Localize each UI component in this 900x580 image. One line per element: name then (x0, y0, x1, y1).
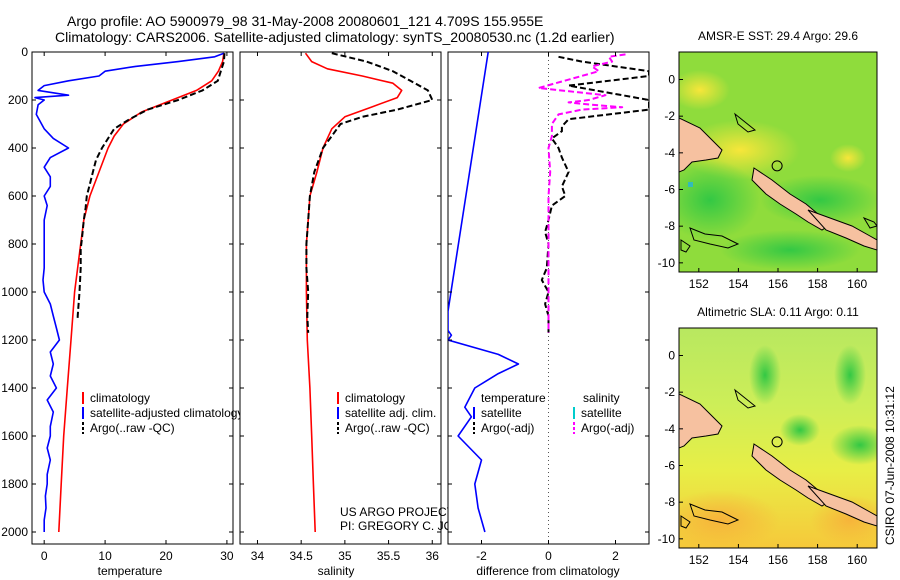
sla-map-xtick-label: 158 (808, 553, 828, 567)
legend-label-argo: Argo(..raw -QC) (90, 421, 175, 435)
sla-map-field (679, 328, 877, 548)
sst-map-ytick-label: 0 (668, 73, 675, 87)
temperature-legend: climatology satellite-adjusted climatolo… (82, 391, 243, 435)
figure-title-line1: Argo profile: AO 5900979_98 31-May-2008 … (67, 13, 543, 29)
sst-map-xtick-label: 156 (768, 277, 788, 291)
temperature-ytick-label: 1600 (1, 429, 28, 443)
temperature-yticks: 0 200 400 600 800 1000 1200 1400 1600 1800 2000 (1, 45, 28, 539)
sst-map-xtick-label: 154 (728, 277, 748, 291)
salinity-xtick-label: 36 (426, 549, 440, 563)
temperature-ytick-label: 1000 (1, 285, 28, 299)
temperature-xtick-label: 0 (41, 549, 48, 563)
temperature-ytick-label: 400 (8, 141, 28, 155)
salinity-axes-frame (239, 51, 442, 545)
temperature-series-argo-raw-qc (76, 53, 226, 321)
legend-label-temp-satellite: satellite (481, 406, 522, 420)
sla-map-ytick-label: 0 (668, 349, 675, 363)
difference-xlabel: difference from climatology (476, 564, 619, 578)
temperature-series-group (34, 52, 226, 533)
difference-series-group (448, 52, 649, 544)
legend-label-climatology: climatology (345, 391, 405, 405)
salinity-legend: climatology satellite adj. clim. Argo(..… (337, 391, 436, 435)
sst-map-ytick-label: -4 (664, 146, 675, 160)
sst-map-ytick-label: -6 (664, 183, 675, 197)
sst-map-xtick-label: 152 (689, 277, 709, 291)
salinity-xtick-label: 34.5 (289, 549, 313, 563)
sst-map-yticks: 0 -2 -4 -6 -8 -10 (658, 73, 683, 270)
salinity-panel: 34 34.5 35 35.5 36 salinity climatology sate… (239, 51, 496, 578)
temperature-ytick-label: 0 (21, 45, 28, 59)
sst-map-panel: AMSR-E SST: 29.4 Argo: 29.6 152 154 156 158… (658, 29, 878, 291)
temperature-xtick-label: 10 (98, 549, 112, 563)
difference-panel: -2 0 2 difference from climatology tempera… (447, 51, 650, 578)
sst-map-field (679, 52, 877, 272)
temperature-xtick-label: 20 (159, 549, 173, 563)
temperature-series-satellite-adjusted-climatology (34, 52, 225, 532)
sla-map-ytick-label: -2 (664, 385, 675, 399)
temperature-xticks: 0 10 20 30 (32, 51, 234, 563)
sst-map-xtick-label: 158 (808, 277, 828, 291)
difference-xtick-label: 0 (545, 549, 552, 563)
sst-map-ytick-label: -8 (664, 219, 675, 233)
timestamp-label: CSIRO 07-Jun-2008 10:31:12 (883, 386, 897, 545)
sst-map-ytick-label: -10 (658, 256, 676, 270)
temperature-ytick-label: 2000 (1, 525, 28, 539)
sst-map-xticks: 152 154 156 158 160 (689, 268, 868, 291)
salinity-xticks: 34 34.5 35 35.5 36 (240, 51, 441, 563)
legend-title-salinity: salinity (583, 391, 620, 405)
sla-map-ytick-label: -8 (664, 495, 675, 509)
legend-label-sal-argo: Argo(-adj) (581, 421, 634, 435)
project-label: US ARGO PROJECT (340, 505, 455, 519)
temperature-ytick-label: 600 (8, 189, 28, 203)
salinity-xtick-label: 35.5 (377, 549, 401, 563)
sla-map-xtick-label: 152 (689, 553, 709, 567)
difference-xticks: -2 0 2 (448, 51, 649, 563)
sla-map-yticks: 0 -2 -4 -6 -8 -10 (658, 349, 683, 546)
legend-label-temp-argo: Argo(-adj) (481, 421, 534, 435)
sla-map-ytick-label: -6 (664, 459, 675, 473)
sst-map-xtick-label: 160 (847, 277, 867, 291)
temperature-axes-frame (31, 51, 234, 545)
sla-map-xticks: 152 154 156 158 160 (689, 544, 868, 567)
argo-location-marker (771, 160, 783, 172)
temperature-xlabel: temperature (98, 564, 163, 578)
argo-location-marker (771, 436, 783, 448)
temperature-xtick-label: 30 (220, 549, 234, 563)
temperature-ytick-label: 1400 (1, 381, 28, 395)
sla-map-xtick-label: 160 (847, 553, 867, 567)
sla-map-panel: Altimetric SLA: 0.11 Argo: 0.11 152 154 15… (658, 305, 878, 567)
temperature-series-climatology (58, 53, 225, 533)
temperature-ytick-label: 800 (8, 237, 28, 251)
sla-map-xtick-label: 154 (728, 553, 748, 567)
salinity-xlabel: salinity (318, 564, 355, 578)
difference-xtick-label: -2 (476, 549, 487, 563)
figure-title-line2: Climatology: CARS2006. Satellite-adjuste… (55, 29, 615, 45)
salinity-xtick-label: 34 (251, 549, 265, 563)
difference-series-salinity-argo-adj (537, 53, 626, 333)
difference-legend: temperature satellite Argo(-adj) salinit… (473, 391, 634, 435)
salinity-series-group (304, 52, 434, 533)
legend-label-satellite: satellite adj. clim. (345, 406, 436, 420)
temperature-ytick-label: 1800 (1, 477, 28, 491)
sla-map-xtick-label: 156 (768, 553, 788, 567)
sla-map-ytick-label: -4 (664, 422, 675, 436)
temperature-ytick-label: 200 (8, 93, 28, 107)
temperature-ytick-label: 1200 (1, 333, 28, 347)
difference-series-temperature-satellite (448, 52, 520, 533)
difference-xtick-label: 2 (612, 549, 619, 563)
salinity-xtick-label: 35 (338, 549, 352, 563)
sla-map-ytick-label: -10 (658, 532, 676, 546)
legend-label-satellite: satellite-adjusted climatology (90, 406, 243, 420)
sst-map-title: AMSR-E SST: 29.4 Argo: 29.6 (698, 29, 858, 43)
legend-title-temperature: temperature (481, 391, 546, 405)
difference-series-temperature-argo-adj (540, 55, 649, 333)
sst-map-ytick-label: -2 (664, 109, 675, 123)
legend-label-argo: Argo(..raw -QC) (345, 421, 430, 435)
legend-label-sal-satellite: satellite (581, 406, 622, 420)
temperature-panel: 0 10 20 30 0 200 400 600 800 1000 1200 1400 1600 180… (1, 45, 243, 578)
sla-map-title: Altimetric SLA: 0.11 Argo: 0.11 (697, 305, 859, 319)
legend-label-climatology: climatology (90, 391, 150, 405)
